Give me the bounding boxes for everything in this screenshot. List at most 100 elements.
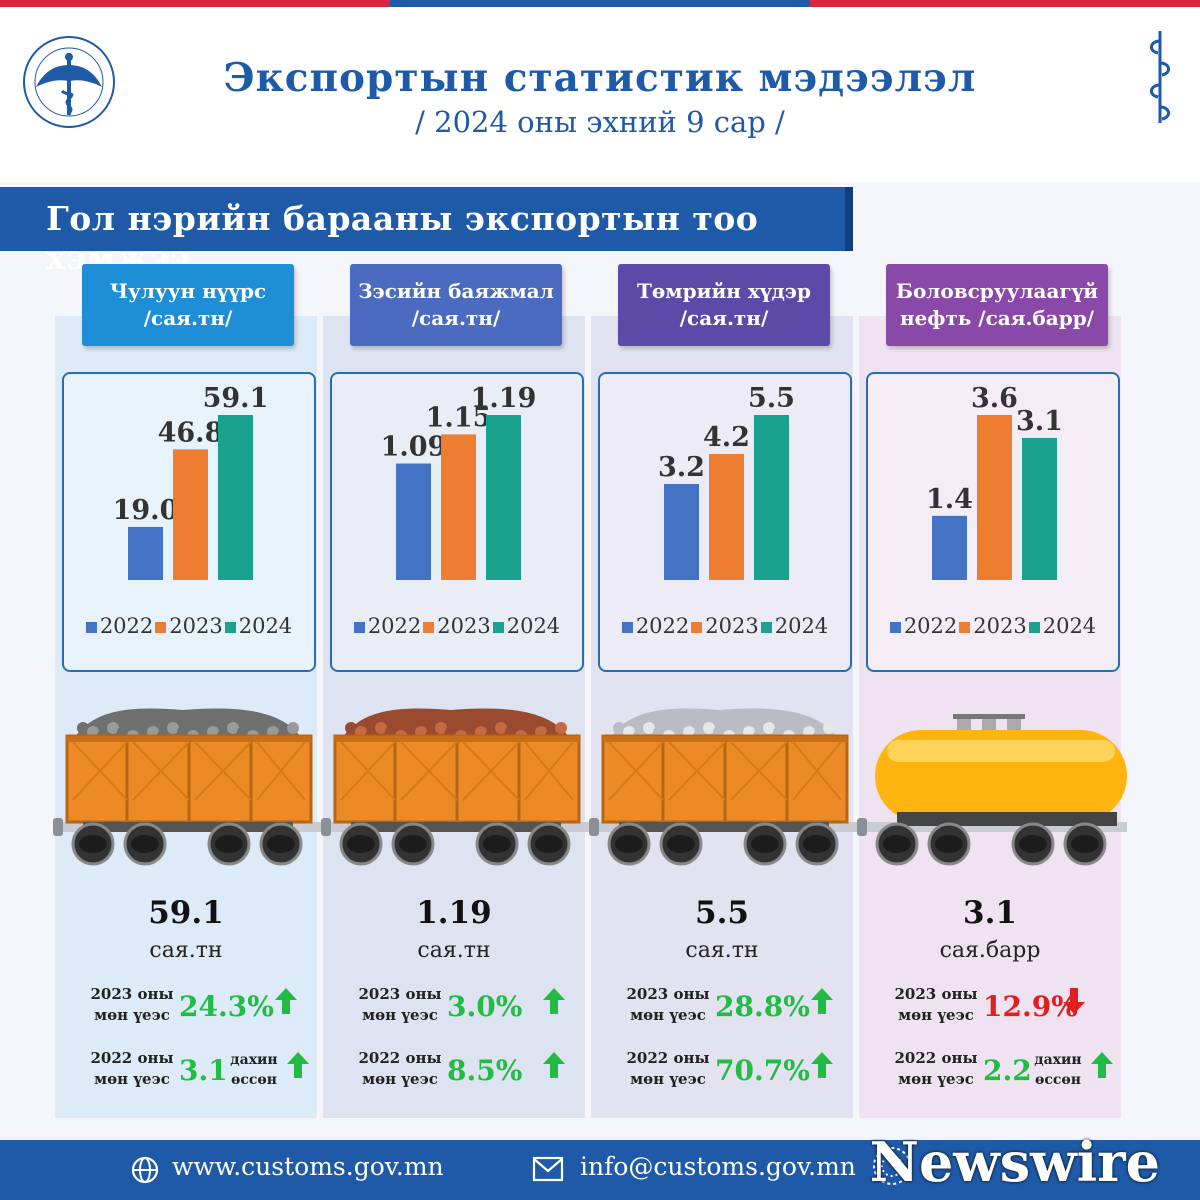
- legend-label: 2023: [705, 614, 759, 638]
- product-label-line1: Боловсруулаагүй: [895, 279, 1099, 303]
- bar-value-label-2022: 19.0: [113, 495, 179, 526]
- compare-2023-label: 2023 оны мөн үеэс: [623, 984, 713, 1026]
- compare-label-line1: 2023 оны: [894, 985, 978, 1003]
- bar-2024: [486, 415, 521, 580]
- legend-swatch: [423, 622, 435, 633]
- legend-label: 2024: [1042, 614, 1097, 638]
- legend-item-2024: 2024: [1028, 614, 1097, 638]
- bar-2023: [173, 449, 208, 580]
- legend-label: 2022: [99, 614, 154, 638]
- legend-item-2023: 2023: [959, 614, 1027, 638]
- product-label-line2: /сая.тн/: [143, 306, 233, 330]
- compare-label-line2: мөн үеэс: [94, 1070, 170, 1088]
- bar-chart: 1.4 3.63.1: [926, 383, 1063, 580]
- arrow-down-icon: [1063, 988, 1085, 1014]
- compare-label-line2: мөн үеэс: [630, 1070, 706, 1088]
- arrow-up-icon: [811, 1052, 833, 1078]
- compare-label-line1: 2022 оны: [626, 1049, 710, 1067]
- compare-label-line2: мөн үеэс: [94, 1006, 170, 1024]
- bar-2022: [664, 484, 699, 580]
- legend-item-2024: 2024: [760, 614, 828, 638]
- total-value: 1.19: [416, 895, 492, 931]
- bar-chart: 19.0 46.859.1: [113, 383, 269, 580]
- bar-chart: 1.091.151.19: [381, 383, 536, 580]
- compare-label-line2: мөн үеэс: [898, 1006, 974, 1024]
- legend-label: 2023: [973, 614, 1027, 638]
- bar-2024: [1022, 437, 1057, 580]
- legend-item-2023: 2023: [691, 614, 759, 638]
- product-label-line1: Чулуун нүүрс: [109, 279, 267, 303]
- chart-panel: 19.0 46.8 59.1 2022 2023 2024: [62, 372, 316, 672]
- chart-legend: 2022 2023 2024: [332, 614, 582, 638]
- legend-item-2022: 2022: [889, 614, 958, 638]
- compare-2022-label: 2022 оны мөн үеэс: [623, 1048, 713, 1090]
- compare-2023-label: 2023 оны мөн үеэс: [87, 984, 177, 1026]
- customs-logo-icon: [23, 36, 115, 128]
- legend-swatch: [621, 622, 633, 633]
- section-banner: Гол нэрийн барааны экспортын тоо хэмжээ: [0, 187, 853, 277]
- header: Экспортын статистик мэдээлэл / 2024 оны …: [0, 7, 1200, 182]
- compare-label-line2: мөн үеэс: [362, 1006, 438, 1024]
- compare-2022-row: 2022 оны мөн үеэс 3.1 дахин өссөн: [87, 1048, 327, 1098]
- top-bar-red-right: [810, 0, 1200, 7]
- page-subtitle: / 2024 оны эхний 9 сар /: [415, 105, 785, 139]
- chart-panel: 1.09 1.15 1.19 2022 2023 2024: [330, 372, 584, 672]
- bar-2023: [977, 415, 1012, 580]
- bar-2022: [932, 515, 967, 580]
- chart-panel: 3.2 4.2 5.5 2022 2023 2024: [598, 372, 852, 672]
- arrow-up-icon: [811, 988, 833, 1014]
- legend-swatch: [691, 622, 703, 633]
- bar-value-label-2024: 59.1: [203, 383, 269, 414]
- chart-legend: 2022 2023 2024: [868, 614, 1118, 638]
- bar-value-label-2022: 1.09: [381, 432, 447, 463]
- bar-value-label-2023: 1.15: [426, 402, 492, 433]
- bar-value-label-2023: 46.8: [158, 417, 224, 448]
- compare-2022-note: дахин өссөн: [219, 1050, 289, 1090]
- total-unit: сая.тн: [149, 938, 223, 963]
- freight-wagon-icon: [321, 708, 591, 866]
- bar-value-label-2024: 3.1: [1016, 406, 1063, 437]
- bar-2024: [218, 415, 253, 580]
- compare-label-line1: 2023 оны: [626, 985, 710, 1003]
- phone-icon: [873, 1147, 911, 1185]
- bar-2023: [709, 454, 744, 580]
- bar-value-label-2023: 3.6: [971, 383, 1018, 414]
- chart-legend: 2022 2023 2024: [64, 614, 314, 638]
- product-label-line2: нефть /сая.барр/: [899, 306, 1095, 330]
- compare-2022-value: 3.1: [179, 1054, 228, 1087]
- compare-2022-label: 2022 оны мөн үеэс: [355, 1048, 445, 1090]
- freight-wagon-icon: [589, 708, 859, 866]
- total-unit: сая.тн: [417, 938, 491, 963]
- chart-legend: 2022 2023 2024: [600, 614, 850, 638]
- product-label: Зэсийн баяжмал/сая.тн/: [350, 264, 562, 346]
- legend-label: 2022: [367, 614, 422, 638]
- legend-label: 2023: [437, 614, 491, 638]
- bar-2022: [128, 526, 163, 580]
- arrow-up-icon: [1091, 1052, 1113, 1078]
- legend-item-2024: 2024: [224, 614, 292, 638]
- compare-2023-row: 2023 оны мөн үеэс 12.9%: [891, 984, 1131, 1034]
- compare-2023-row: 2023 оны мөн үеэс 3.0%: [355, 984, 595, 1034]
- legend-item-2023: 2023: [423, 614, 491, 638]
- legend-label: 2023: [169, 614, 223, 638]
- total-unit: сая.барр: [939, 938, 1041, 963]
- legend-swatch: [760, 622, 772, 633]
- compare-label-line1: 2022 оны: [358, 1049, 442, 1067]
- legend-swatch: [959, 622, 971, 633]
- legend-item-2022: 2022: [353, 614, 422, 638]
- footer-website-link[interactable]: www.customs.gov.mn: [172, 1152, 444, 1181]
- compare-2023-row: 2023 оны мөн үеэс 28.8%: [623, 984, 863, 1034]
- compare-2022-value: 70.7%: [715, 1054, 810, 1087]
- top-color-bar: [0, 0, 1200, 7]
- compare-2023-value: 24.3%: [179, 990, 274, 1023]
- legend-swatch: [889, 622, 901, 633]
- product-label: Боловсруулаагүй нефть /сая.барр/: [886, 264, 1108, 346]
- newswire-watermark: Newswire: [869, 1130, 1160, 1194]
- compare-2023-value: 28.8%: [715, 990, 810, 1023]
- footer-email-link[interactable]: info@customs.gov.mn: [580, 1152, 856, 1181]
- legend-label: 2022: [903, 614, 958, 638]
- mail-icon: [532, 1156, 564, 1182]
- legend-label: 2022: [635, 614, 690, 638]
- bar-2024: [754, 415, 789, 580]
- compare-label-line1: 2022 оны: [90, 1049, 174, 1067]
